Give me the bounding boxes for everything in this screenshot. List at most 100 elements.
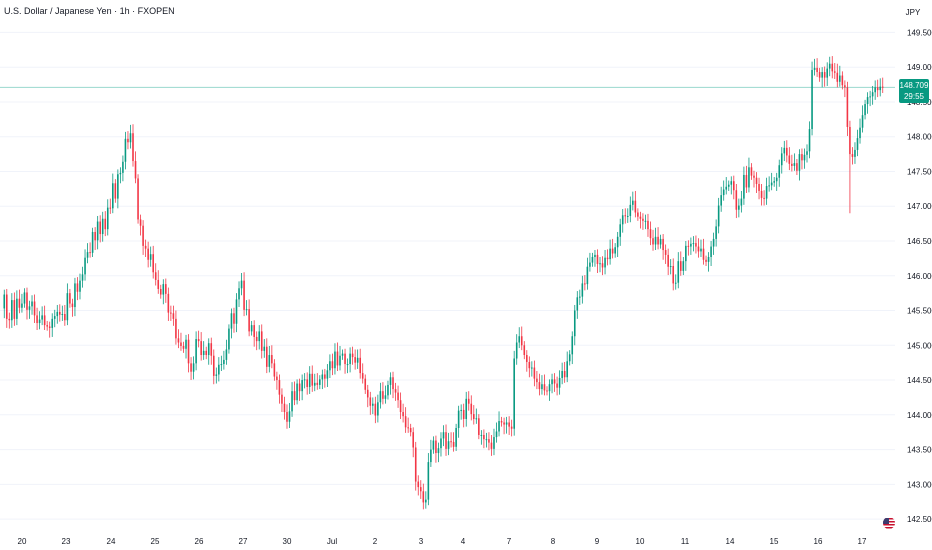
candle-body [536, 378, 538, 383]
candle [836, 63, 839, 88]
candle-body [8, 318, 11, 321]
candle [743, 166, 745, 205]
candle [336, 342, 339, 372]
candle-body [435, 440, 437, 454]
candle [599, 256, 601, 273]
candle-body [152, 254, 154, 273]
candle-body [854, 149, 856, 157]
symbol-title[interactable]: U.S. Dollar / Japanese Yen · 1h · FXOPEN [4, 6, 175, 16]
candle-body [662, 238, 664, 251]
candle [346, 358, 349, 374]
candle [854, 142, 856, 164]
x-tick-label: 14 [726, 537, 735, 546]
candle-body [296, 383, 298, 401]
candle-body [573, 310, 576, 337]
candle-body [240, 280, 243, 289]
candle [3, 289, 6, 319]
candle-body [319, 379, 321, 385]
candle [263, 339, 266, 358]
candle [273, 359, 276, 381]
candle-body [450, 441, 452, 443]
candle [692, 236, 695, 252]
x-tick-label: 16 [814, 537, 823, 546]
candle-body [515, 342, 518, 359]
candle-body [876, 87, 879, 91]
candle [611, 238, 614, 259]
candle [702, 238, 705, 265]
candle-body [455, 428, 457, 447]
candle [41, 306, 43, 326]
candle-body [36, 315, 38, 324]
candle [760, 183, 763, 206]
candle-body [816, 67, 818, 73]
candle [654, 227, 657, 251]
candle-body [142, 225, 144, 246]
candle-body [293, 391, 296, 401]
x-tick-label: 15 [770, 537, 779, 546]
candle-body [707, 256, 710, 262]
candle-body [366, 389, 369, 398]
candle [619, 218, 622, 246]
candle-body [490, 442, 493, 449]
candle-body [571, 336, 574, 355]
candle-body [407, 427, 409, 429]
candle [579, 289, 581, 305]
candle-body [823, 72, 826, 78]
candle [324, 368, 326, 388]
candle [432, 436, 435, 454]
candle-body [157, 279, 160, 289]
candle-body [844, 85, 846, 88]
candle [139, 214, 142, 236]
candle [475, 408, 478, 424]
candle [195, 331, 197, 371]
candle [296, 379, 298, 405]
x-tick-label: 7 [507, 537, 512, 546]
candle [546, 386, 548, 396]
currency-label[interactable]: JPY [905, 8, 921, 17]
candle-body [382, 391, 384, 399]
candle [533, 360, 536, 387]
candle [462, 403, 465, 428]
candle [472, 405, 475, 425]
candle [165, 278, 167, 303]
candle [79, 273, 81, 300]
candle-body [647, 220, 649, 230]
candle [61, 305, 64, 321]
candle-body [346, 364, 349, 366]
candle-body [500, 421, 503, 423]
candle-body [76, 283, 79, 292]
candle-body [556, 383, 558, 388]
candle [132, 124, 134, 167]
us-flag-icon[interactable] [883, 517, 895, 529]
candle [366, 384, 369, 408]
candle-body [879, 86, 882, 91]
candle [647, 213, 649, 237]
time-axis[interactable]: 20 23 24 25 26 27 30 Jul 2 3 4 7 8 9 10 11 14 15 16 17 [18, 537, 867, 546]
candle [859, 118, 861, 144]
candle-body [334, 351, 336, 369]
candle-body [725, 186, 728, 190]
candle [508, 416, 510, 435]
candle [84, 249, 86, 281]
candle-body [599, 263, 601, 265]
candle [566, 351, 568, 383]
candle-body [172, 313, 175, 319]
candle [124, 131, 127, 170]
candle-body [632, 200, 634, 205]
candle [278, 374, 281, 404]
candle [106, 199, 109, 236]
candle [119, 167, 122, 184]
candle-body [233, 313, 235, 324]
candle [869, 90, 871, 107]
candle-body [526, 355, 528, 362]
candle-body [79, 280, 81, 292]
candle [697, 238, 700, 258]
candle [48, 321, 51, 338]
candle-body [462, 409, 465, 419]
candle [36, 307, 38, 330]
candle [258, 325, 261, 350]
y-tick-label: 145.500 [907, 307, 932, 316]
candle-body [104, 218, 107, 230]
candle [634, 190, 637, 218]
